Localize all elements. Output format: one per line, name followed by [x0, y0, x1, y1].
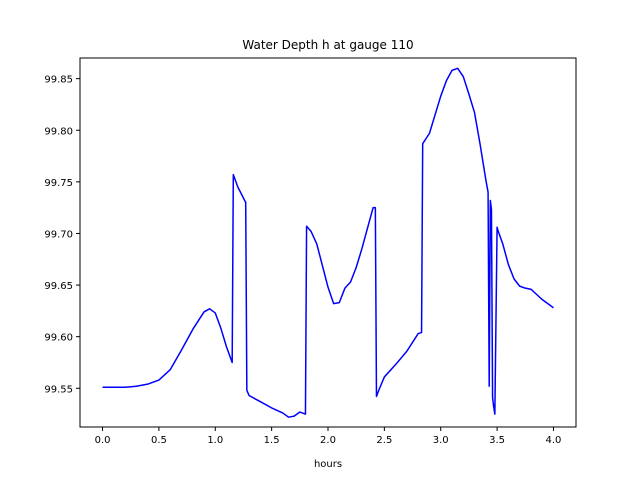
- y-tick-label: 99.80: [44, 126, 73, 137]
- series-line-0: [102, 67, 554, 418]
- x-tick-label: 3.5: [489, 435, 505, 446]
- x-tick-label: 3.0: [433, 435, 449, 446]
- y-tick-label: 99.60: [44, 333, 73, 344]
- y-tick-label: 99.65: [44, 281, 73, 292]
- y-tick-label: 99.75: [44, 178, 73, 189]
- plot-area: [102, 67, 554, 418]
- x-axis: 0.0 0.5 1.0 1.5 2.0 2.5 3.0 3.5 4.0: [95, 427, 562, 446]
- y-tick-label: 99.85: [44, 75, 73, 86]
- x-axis-label: hours: [314, 459, 342, 470]
- x-tick-label: 0.0: [95, 435, 111, 446]
- x-tick-label: 1.0: [207, 435, 223, 446]
- x-tick-label: 1.5: [264, 435, 280, 446]
- x-tick-label: 4.0: [546, 435, 562, 446]
- y-tick-label: 99.55: [44, 384, 73, 395]
- y-axis: 99.55 99.60 99.65 99.70 99.75 99.80 99.85: [44, 75, 80, 395]
- x-tick-label: 2.0: [320, 435, 336, 446]
- chart-title: Water Depth h at gauge 110: [242, 38, 413, 52]
- x-tick-label: 2.5: [376, 435, 392, 446]
- x-tick-label: 0.5: [151, 435, 167, 446]
- y-tick-label: 99.70: [44, 229, 73, 240]
